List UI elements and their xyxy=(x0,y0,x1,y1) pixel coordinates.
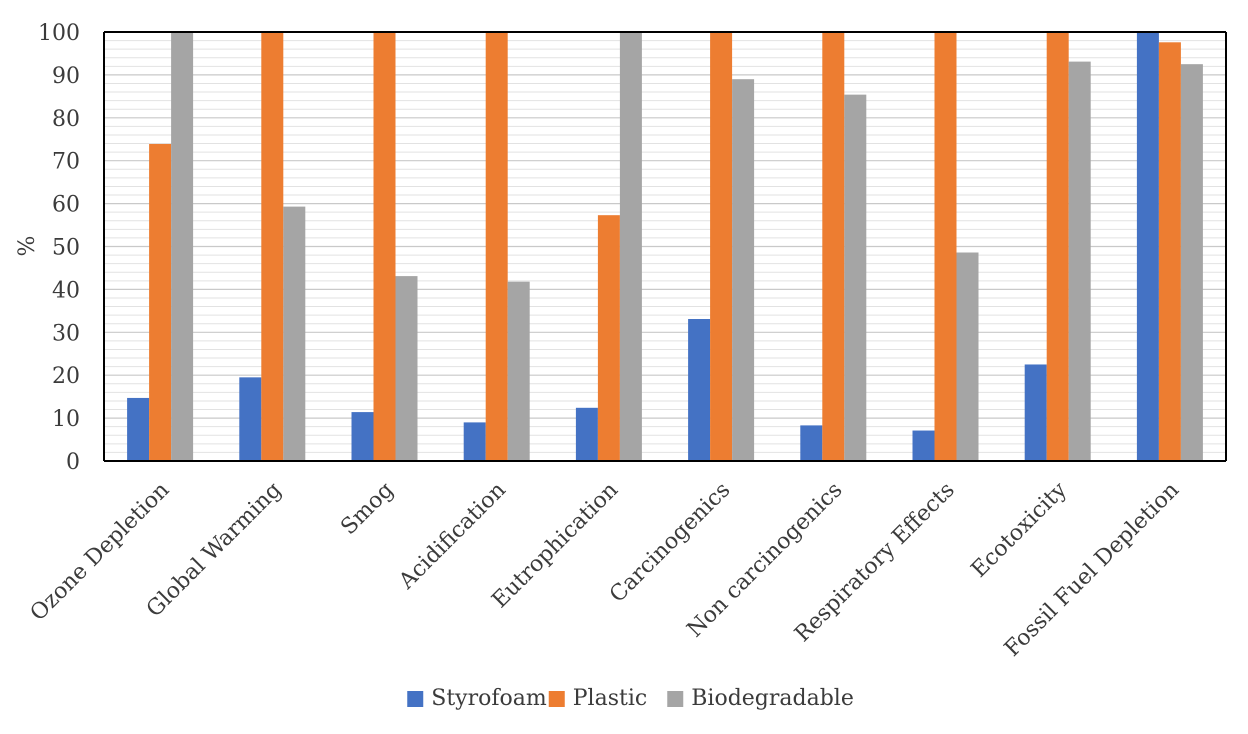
axes xyxy=(103,31,1227,462)
legend-item-biodegradable: Biodegradable xyxy=(667,686,854,711)
y-tick-label: 90 xyxy=(52,64,80,89)
y-tick-label: 30 xyxy=(52,321,80,346)
legend-label: Plastic xyxy=(573,686,647,711)
category-label: Carcinogenics xyxy=(605,478,735,608)
bar-biodegradable xyxy=(956,252,979,461)
bar-styrofoam xyxy=(1024,364,1047,461)
bar-plastic xyxy=(261,32,284,461)
bar-biodegradable xyxy=(619,32,642,461)
y-tick-label: 60 xyxy=(52,193,80,218)
y-tick-label: 70 xyxy=(52,150,80,175)
bar-biodegradable xyxy=(507,281,530,461)
bar-styrofoam xyxy=(1136,32,1159,461)
bar-styrofoam xyxy=(688,319,711,461)
bar-styrofoam xyxy=(575,407,598,461)
legend: Styrofoam Plastic Biodegradable xyxy=(407,686,854,711)
bar-plastic xyxy=(934,32,957,461)
bar-biodegradable xyxy=(1180,64,1203,462)
y-tick-label: 50 xyxy=(52,236,80,261)
legend-swatch xyxy=(548,691,565,707)
bar-styrofoam xyxy=(912,430,935,461)
category-label: Ecotoxicity xyxy=(967,477,1073,583)
bar-plastic xyxy=(149,143,172,461)
bar-plastic xyxy=(1158,42,1181,462)
bar-styrofoam xyxy=(351,412,374,461)
legend-label: Biodegradable xyxy=(691,686,854,711)
legend-item-styrofoam: Styrofoam xyxy=(407,686,547,711)
bar-biodegradable xyxy=(1068,61,1091,461)
bar-styrofoam xyxy=(800,425,823,461)
bar-plastic xyxy=(485,32,508,461)
bar-plastic xyxy=(373,32,396,461)
y-tick-label: 80 xyxy=(52,107,80,132)
legend-swatch xyxy=(407,691,424,707)
bar-styrofoam xyxy=(127,397,150,461)
bar-plastic xyxy=(710,32,733,461)
bar-plastic xyxy=(597,215,620,461)
y-tick-label: 40 xyxy=(52,278,80,303)
category-label: Acidification xyxy=(394,478,511,595)
y-tick-labels: 0 10 20 30 40 50 60 70 80 90 100 xyxy=(38,21,80,475)
bar-styrofoam xyxy=(239,377,262,461)
bar-plastic xyxy=(1046,32,1069,461)
bar-plastic xyxy=(822,32,845,461)
bars xyxy=(127,32,1203,462)
y-tick-label: 0 xyxy=(66,450,80,475)
legend-label: Styrofoam xyxy=(431,686,547,711)
y-tick-label: 100 xyxy=(38,21,80,46)
bar-biodegradable xyxy=(283,206,306,461)
legend-swatch xyxy=(667,691,684,707)
y-axis-title: % xyxy=(15,236,40,257)
y-tick-label: 10 xyxy=(52,407,80,432)
bar-biodegradable xyxy=(844,94,867,461)
bar-biodegradable xyxy=(171,32,194,461)
legend-item-plastic: Plastic xyxy=(548,686,647,711)
category-label: Smog xyxy=(336,478,398,540)
bar-biodegradable xyxy=(732,79,755,461)
bar-styrofoam xyxy=(463,422,486,461)
bar-biodegradable xyxy=(395,276,418,461)
y-tick-label: 20 xyxy=(52,364,80,389)
